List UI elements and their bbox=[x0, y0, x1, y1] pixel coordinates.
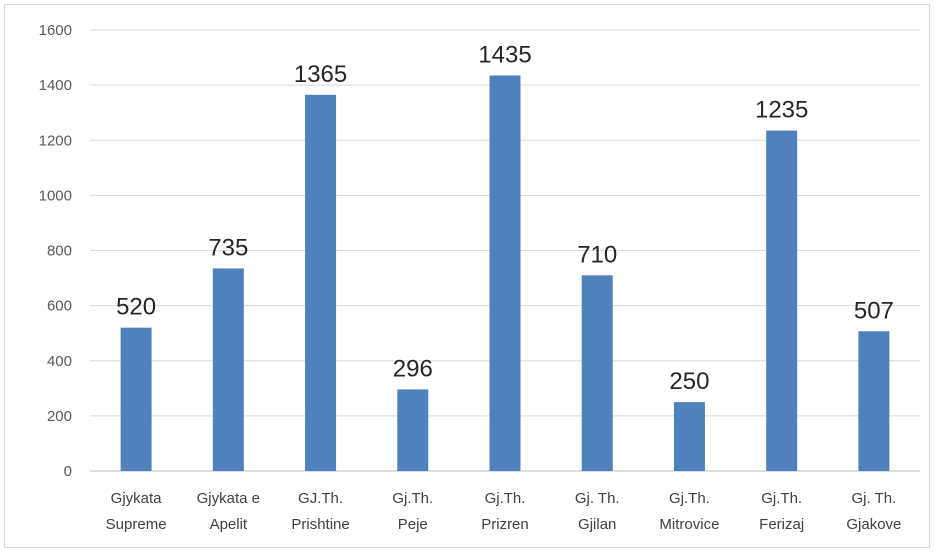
y-tick-label: 200 bbox=[47, 408, 72, 425]
x-axis-categories: Gjykata Supreme Gjykata e Apelit GJ.Th. Prish… bbox=[106, 490, 902, 533]
y-tick-label: 400 bbox=[47, 353, 72, 370]
bar bbox=[397, 389, 429, 471]
bar bbox=[489, 75, 521, 472]
category-label: Apelit bbox=[210, 516, 248, 533]
data-label: 520 bbox=[116, 294, 156, 321]
category-label: Gj.Th. bbox=[669, 490, 710, 507]
data-label: 1435 bbox=[478, 41, 531, 68]
bar bbox=[305, 94, 337, 471]
data-label: 710 bbox=[577, 241, 617, 268]
category-label: Gj. Th. bbox=[852, 490, 897, 507]
category-label: Gjykata bbox=[111, 490, 163, 507]
category-label: Gjykata e bbox=[197, 490, 260, 507]
bar bbox=[858, 331, 890, 471]
category-label: GJ.Th. bbox=[298, 490, 343, 507]
bar bbox=[766, 130, 798, 471]
category-label: Gj.Th. bbox=[485, 490, 526, 507]
y-tick-label: 1000 bbox=[39, 187, 72, 204]
category-label: Gjakove bbox=[846, 516, 901, 533]
data-label: 507 bbox=[854, 297, 894, 324]
y-tick-label: 1400 bbox=[39, 77, 72, 94]
bars bbox=[120, 75, 890, 472]
category-label: Ferizaj bbox=[759, 516, 804, 533]
category-label: Prizren bbox=[481, 516, 529, 533]
bar bbox=[212, 268, 244, 471]
y-tick-label: 800 bbox=[47, 243, 72, 260]
category-label: Gj.Th. bbox=[761, 490, 802, 507]
data-label: 735 bbox=[208, 234, 248, 261]
category-label: Gj. Th. bbox=[575, 490, 620, 507]
y-tick-label: 600 bbox=[47, 298, 72, 315]
y-axis-ticks: 0 200 400 600 800 1000 1200 1400 1600 bbox=[39, 22, 72, 480]
bar bbox=[120, 327, 152, 471]
category-label: Mitrovice bbox=[659, 516, 719, 533]
data-label: 296 bbox=[393, 355, 433, 382]
category-label: Gj.Th. bbox=[392, 490, 433, 507]
category-label: Peje bbox=[398, 516, 428, 533]
y-tick-label: 0 bbox=[64, 463, 72, 480]
data-label: 1235 bbox=[755, 97, 808, 124]
bar bbox=[581, 275, 613, 471]
category-label: Supreme bbox=[106, 516, 167, 533]
y-tick-label: 1200 bbox=[39, 132, 72, 149]
data-label: 250 bbox=[669, 368, 709, 395]
data-labels: 520 735 1365 296 1435 710 250 1235 507 bbox=[116, 41, 894, 395]
y-tick-label: 1600 bbox=[39, 22, 72, 39]
category-label: Prishtine bbox=[291, 516, 349, 533]
data-label: 1365 bbox=[294, 61, 347, 88]
bar bbox=[673, 402, 705, 471]
category-label: Gjilan bbox=[578, 516, 616, 533]
